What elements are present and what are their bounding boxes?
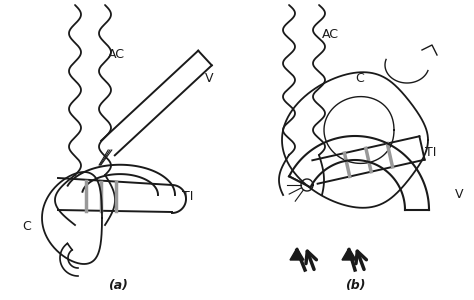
Text: V: V (455, 188, 464, 202)
Text: C: C (22, 220, 31, 233)
Text: TI: TI (425, 146, 437, 158)
Text: V: V (205, 72, 213, 85)
Polygon shape (342, 248, 356, 260)
Text: AC: AC (108, 48, 125, 61)
Text: (b): (b) (345, 279, 365, 292)
Polygon shape (290, 248, 304, 260)
Text: AC: AC (322, 28, 339, 41)
Text: C: C (355, 72, 364, 85)
Text: TI: TI (182, 190, 193, 202)
Text: (a): (a) (108, 279, 128, 292)
